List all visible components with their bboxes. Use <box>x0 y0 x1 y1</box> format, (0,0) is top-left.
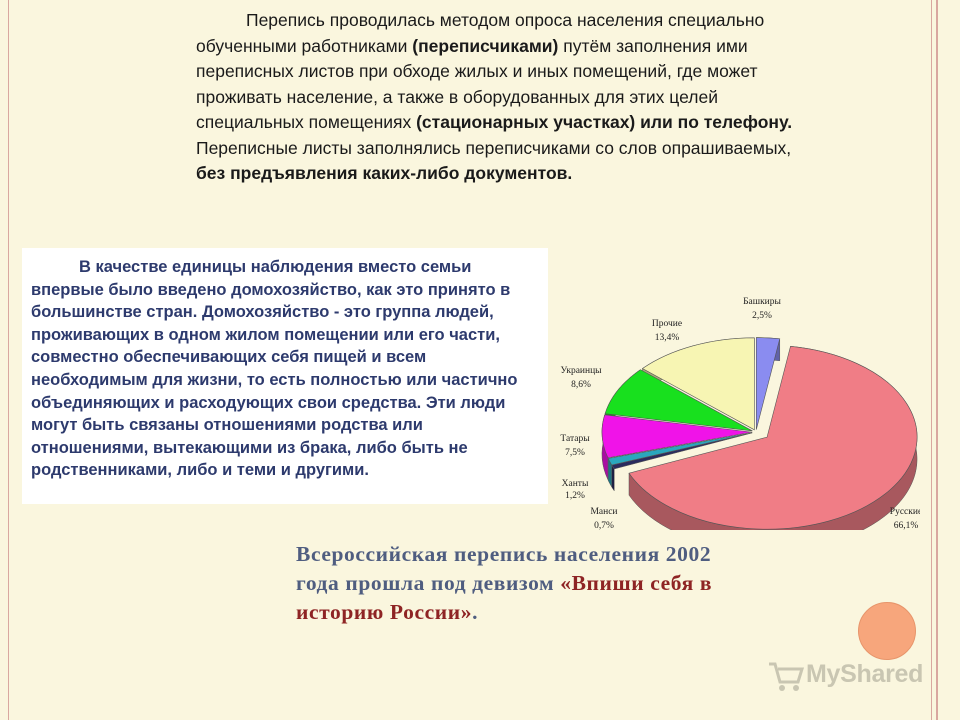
census-method-text-2: путём заполнения ими переписных листов п… <box>196 35 758 133</box>
pie-label-name-0: Башкиры <box>743 297 781 307</box>
pie-label-name-5: Украинцы <box>560 366 602 376</box>
slide-border-right-inner <box>931 0 932 720</box>
pie-label-name-4: Татары <box>560 434 590 444</box>
pie-label-value-5: 8,6% <box>571 380 591 390</box>
pie-label-value-3: 1,2% <box>565 491 585 501</box>
motto-slogan: «Впиши себя в историю России» <box>296 571 713 624</box>
census-method-text-1: Перепись проводилась методом опроса насе… <box>196 10 765 56</box>
motto-text: Всероссийская перепись населения 2002 го… <box>296 542 712 595</box>
myshared-logo <box>769 662 805 691</box>
pie-label-value-6: 13,4% <box>655 333 680 343</box>
pie-slice-1 <box>628 345 918 530</box>
census-method-bold-2: (стационарных участках) или по телефону. <box>416 112 793 132</box>
pie-side-2 <box>611 464 615 492</box>
pie-label-value-1: 66,1% <box>894 521 919 530</box>
myshared-logo-text: MyShared <box>806 660 924 688</box>
pie-slice-3 <box>607 432 753 466</box>
census-method-text-3: Переписные листы заполнялись переписчика… <box>196 137 792 158</box>
household-definition-box <box>22 248 548 504</box>
ethnic-composition-pie-chart: Башкиры 2,5% Русские 66,1% Манси 0,7% Ханты 1,2… <box>560 297 920 530</box>
census-method-bold-3: без предъявления каких-либо документов. <box>196 163 573 183</box>
pie-chart-labels: Башкиры 2,5% Русские 66,1% Манси 0,7% Ханты 1,2… <box>560 297 920 530</box>
mcs-cart-icon <box>769 662 805 691</box>
decorative-orange-circle <box>858 602 916 660</box>
pie-slice-6 <box>641 337 755 431</box>
census-method-bold-1: (переписчиками) <box>412 35 559 56</box>
pie-label-name-3: Ханты <box>562 479 589 489</box>
pie-label-name-2: Манси <box>590 507 617 517</box>
household-definition-paragraph: В качестве единицы наблюдения вместо сем… <box>31 256 543 482</box>
pie-chart-tops <box>601 337 918 530</box>
census-method-paragraph: Перепись проводилась методом опроса насе… <box>196 8 806 187</box>
pie-label-value-0: 2,5% <box>752 311 772 321</box>
pie-slice-0 <box>756 337 781 430</box>
pie-label-value-2: 0,7% <box>594 521 614 530</box>
slide-border-left <box>8 0 9 720</box>
household-definition-text: В качестве единицы наблюдения вместо сем… <box>31 258 518 480</box>
pie-label-value-4: 7,5% <box>565 448 585 458</box>
slide-border-right <box>936 0 938 720</box>
pie-slice-4 <box>601 414 753 459</box>
pie-label-name-6: Прочие <box>652 319 682 329</box>
motto-end: . <box>472 600 479 624</box>
census-motto: Всероссийская перепись населения 2002 го… <box>296 540 736 627</box>
pie-label-name-1: Русские <box>890 507 920 517</box>
pie-slice-5 <box>604 369 753 432</box>
